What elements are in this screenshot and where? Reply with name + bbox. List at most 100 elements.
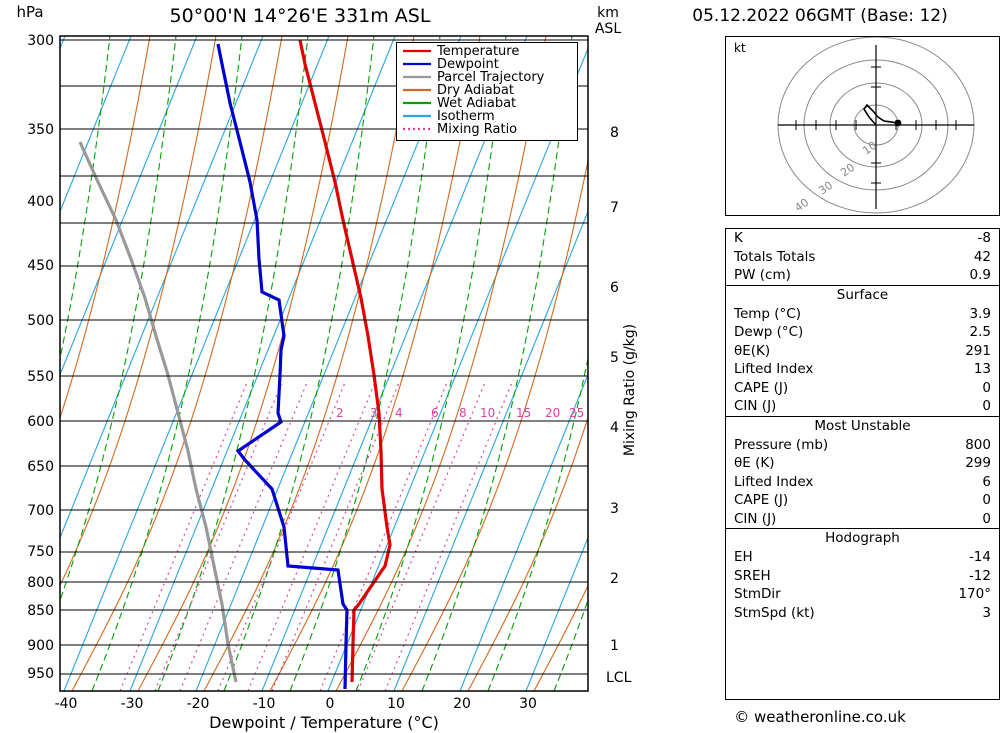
legend-entry-temperature: Temperature [403,44,519,59]
hodo-value-stmspd: 3 [982,604,991,621]
mu-label-cape: CAPE (J) [734,492,789,508]
svg-text:10: 10 [387,696,405,712]
legend-label-isotherm: Isotherm [437,109,495,124]
mu-label-cin: CIN (J) [734,510,777,527]
svg-text:2: 2 [610,571,619,587]
legend-label-mixing-ratio: Mixing Ratio [437,122,517,137]
legend-entry-mixing-ratio: Mixing Ratio [403,122,517,137]
svg-text:500: 500 [27,313,54,329]
legend-svg: Temperature Dewpoint Parcel Trajectory D… [403,44,545,137]
svg-text:6: 6 [610,280,619,296]
mixing-ratio-labels: 2 3 4 6 8 10 15 20 25 [336,406,584,420]
surface-label-temp: Temp (°C) [734,305,801,322]
svg-text:3: 3 [370,406,378,420]
legend: Temperature Dewpoint Parcel Trajectory D… [396,42,578,141]
svg-text:-20: -20 [187,696,210,712]
mu-row-cape: CAPE (J) 0 [726,491,999,510]
svg-text:30: 30 [519,696,537,712]
svg-text:550: 550 [27,369,54,385]
surface-label-thetae: θE(K) [734,342,771,359]
parcel-trajectory-line [78,141,238,683]
mixing-ratio-axis-label: Mixing Ratio (g/kg) [622,324,638,456]
svg-text:850: 850 [27,603,54,619]
svg-text:6: 6 [431,406,439,420]
surface-value-thetae: 291 [965,342,991,359]
svg-text:950: 950 [27,666,54,682]
hodo-value-stmdir: 170° [958,586,991,602]
plot-border [59,35,589,692]
date-title: 05.12.2022 06GMT (Base: 12) [692,6,948,26]
svg-text:20: 20 [453,696,471,712]
hodo-row-stmspd: StmSpd (kt) 3 [726,604,999,623]
svg-text:0: 0 [326,696,335,712]
legend-label-dewpoint: Dewpoint [437,57,499,72]
index-label-pw: PW (cm) [734,267,791,283]
hodo-label-sreh: SREH [734,567,771,584]
svg-text:650: 650 [27,459,54,475]
svg-text:LCL: LCL [606,670,632,686]
legend-label-wet-adiabat: Wet Adiabat [437,96,516,111]
svg-text:7: 7 [610,200,619,216]
most-unstable-section: Most Unstable Pressure (mb) 800 θE (K) 2… [726,417,999,529]
surface-row-li: Lifted Index 13 [726,360,999,379]
surface-row-dewp: Dewp (°C) 2.5 [726,323,999,342]
mu-value-pressure: 800 [965,436,991,453]
hodo-row-stmdir: StmDir 170° [726,585,999,604]
svg-text:900: 900 [27,638,54,654]
svg-text:800: 800 [27,575,54,591]
surface-label-li: Lifted Index [734,361,814,377]
svg-text:3: 3 [610,501,619,517]
svg-text:4: 4 [610,420,619,436]
right-panel: 05.12.2022 06GMT (Base: 12) kt [640,0,1000,733]
svg-text:8: 8 [610,125,619,141]
mu-row-pressure: Pressure (mb) 800 [726,436,999,455]
hodograph-axes [778,45,974,209]
mu-row-cin: CIN (J) 0 [726,510,999,529]
index-value-pw: 0.9 [969,267,991,283]
svg-text:20: 20 [545,406,560,420]
surface-label-cape: CAPE (J) [734,379,789,396]
surface-value-cape: 0 [982,379,991,396]
wet-adiabat-lines [60,36,588,691]
surface-label-cin: CIN (J) [734,398,777,414]
temperature-line [298,39,392,683]
svg-text:-10: -10 [253,696,276,712]
surface-section: Surface Temp (°C) 3.9 Dewp (°C) 2.5 θE(K… [726,286,999,417]
hodo-row-eh: EH -14 [726,548,999,567]
temperature-tick-labels: -40 -30 -20 -10 0 10 20 30 [55,696,537,712]
surface-row-temp: Temp (°C) 3.9 [726,305,999,324]
legend-entry-dewpoint: Dewpoint [403,57,499,72]
legend-entry-isotherm: Isotherm [403,109,495,124]
index-label-totals: Totals Totals [734,248,816,265]
surface-row-cape: CAPE (J) 0 [726,379,999,398]
hodo-label-stmdir: StmDir [734,586,781,602]
hodograph-ring-labels: 10 20 30 40 [792,139,879,215]
surface-value-dewp: 2.5 [969,324,991,340]
legend-entry-wet-adiabat: Wet Adiabat [403,96,516,111]
svg-text:400: 400 [27,194,54,210]
index-value-k: -8 [977,230,991,246]
units-right-asl: ASL [595,21,621,37]
surface-row-thetae: θE(K) 291 [726,342,999,361]
units-right-km: km [597,5,619,21]
hodograph-unit-label: kt [734,41,746,55]
indices-panel: K -8 Totals Totals 42 PW (cm) 0.9 Surfac… [725,228,1000,700]
hodo-value-sreh: -12 [968,567,991,584]
station-title: 50°00'N 14°26'E 331m ASL [170,5,431,27]
index-row-totals: Totals Totals 42 [726,248,999,267]
legend-entry-parcel: Parcel Trajectory [403,70,545,85]
svg-text:350: 350 [27,122,54,138]
hodo-label-stmspd: StmSpd (kt) [734,604,815,621]
svg-text:5: 5 [610,350,619,366]
mu-row-thetae: θE (K) 299 [726,454,999,473]
surface-label-dewp: Dewp (°C) [734,324,804,340]
svg-text:10: 10 [480,406,495,420]
hodograph-svg: kt [734,37,975,215]
mu-label-thetae: θE (K) [734,455,775,471]
hodograph-trace [863,103,899,126]
surface-row-cin: CIN (J) 0 [726,397,999,416]
svg-text:15: 15 [516,406,531,420]
svg-text:40: 40 [792,196,811,215]
surface-value-temp: 3.9 [969,305,991,322]
dewpoint-line [216,43,349,690]
